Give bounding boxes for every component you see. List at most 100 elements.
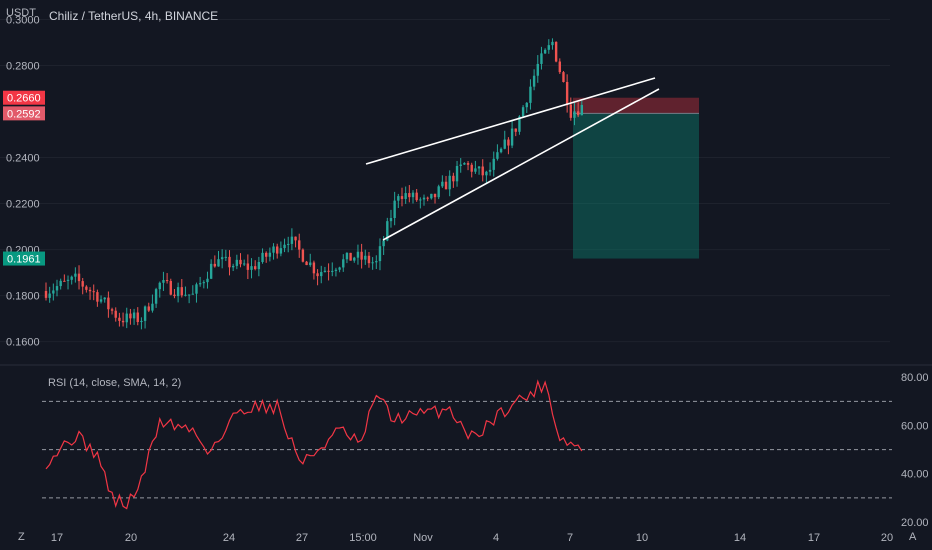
price-badge-label: 0.1961 bbox=[7, 254, 41, 266]
candle-body bbox=[430, 193, 433, 199]
rsi-line bbox=[45, 379, 583, 510]
candle-body bbox=[253, 266, 257, 270]
candle-body bbox=[492, 158, 495, 170]
candle-body bbox=[419, 199, 422, 201]
rsi-tick-label: 40.00 bbox=[901, 469, 929, 481]
candle-body bbox=[507, 139, 510, 146]
time-tick-label: 15:00 bbox=[349, 532, 377, 544]
candles bbox=[44, 38, 584, 330]
candle-body bbox=[558, 61, 561, 73]
candle-body bbox=[173, 294, 176, 297]
wedge-lower-line bbox=[382, 88, 660, 241]
candle-body bbox=[525, 102, 528, 108]
candle-body bbox=[209, 263, 213, 279]
candle-body bbox=[514, 128, 517, 132]
candle-body bbox=[554, 41, 558, 62]
candle-body bbox=[242, 263, 246, 265]
stop-loss-zone bbox=[573, 97, 699, 114]
candle-body bbox=[235, 259, 239, 266]
candle-body bbox=[375, 261, 378, 263]
candle-body bbox=[532, 75, 536, 87]
short-position-tool[interactable] bbox=[573, 97, 699, 259]
candle-body bbox=[349, 252, 352, 261]
candle-body bbox=[239, 259, 242, 265]
price-badges: 0.2660 0.2592 0.1961 bbox=[3, 90, 45, 266]
candle-body bbox=[213, 263, 217, 267]
candle-body bbox=[195, 284, 198, 294]
candle-body bbox=[393, 200, 396, 218]
candle-body bbox=[364, 255, 367, 260]
y-unit-label: USDT bbox=[6, 7, 36, 19]
time-tick-label: 17 bbox=[808, 532, 820, 544]
trendlines[interactable] bbox=[365, 77, 660, 241]
candle-body bbox=[397, 196, 400, 201]
candle-body bbox=[81, 281, 84, 287]
price-tick-label: 0.1800 bbox=[6, 291, 40, 303]
price-tick-label: 0.1600 bbox=[6, 337, 40, 349]
candle-body bbox=[96, 292, 99, 302]
candle-body bbox=[415, 192, 418, 201]
rsi-tick-label: 60.00 bbox=[901, 420, 929, 432]
candle-body bbox=[187, 294, 191, 296]
auto-scale-button[interactable]: A bbox=[909, 531, 917, 543]
time-tick-label: 4 bbox=[493, 532, 499, 544]
candle-body bbox=[158, 282, 161, 290]
price-tick-label: 0.2200 bbox=[6, 199, 40, 211]
candle-body bbox=[217, 259, 220, 267]
candle-body bbox=[74, 273, 77, 277]
time-tick-label: 24 bbox=[223, 532, 235, 544]
time-tick-label: 20 bbox=[881, 532, 893, 544]
candle-body bbox=[408, 193, 411, 198]
time-tick-label: 14 bbox=[734, 532, 746, 544]
price-badge-label: 0.2592 bbox=[7, 108, 41, 120]
rsi-tick-label: 80.00 bbox=[901, 372, 929, 384]
candle-body bbox=[250, 266, 253, 270]
chart-title: Chiliz / TetherUS, 4h, BINANCE bbox=[49, 9, 218, 23]
candle-body bbox=[147, 306, 150, 311]
candle-body bbox=[132, 312, 136, 319]
candle-body bbox=[125, 313, 128, 323]
candle-body bbox=[437, 186, 440, 198]
candle-body bbox=[499, 148, 503, 153]
price-badge bbox=[3, 106, 45, 121]
price-badge bbox=[3, 251, 45, 266]
candle-body bbox=[338, 267, 341, 270]
price-tick-label: 0.2400 bbox=[6, 153, 40, 165]
candle-body bbox=[496, 152, 499, 159]
grid bbox=[0, 19, 890, 343]
candle-body bbox=[301, 249, 305, 262]
candle-body bbox=[382, 240, 385, 247]
candle-body bbox=[477, 166, 481, 169]
candle-body bbox=[294, 236, 297, 241]
candle-body bbox=[110, 309, 114, 311]
candle-body bbox=[231, 265, 235, 268]
candle-body bbox=[573, 111, 576, 118]
candle-body bbox=[88, 289, 92, 292]
candle-body bbox=[371, 262, 374, 264]
candle-body bbox=[547, 45, 550, 50]
candle-body bbox=[136, 312, 139, 323]
candle-body bbox=[265, 252, 268, 257]
candle-body bbox=[334, 269, 338, 271]
time-axis[interactable]: 17 20 24 27 15:00 Nov 4 7 10 14 17 20 bbox=[51, 532, 893, 544]
take-profit-zone bbox=[573, 113, 699, 259]
candle-body bbox=[543, 49, 547, 54]
candle-body bbox=[551, 41, 554, 46]
candle-body bbox=[298, 240, 301, 250]
candle-body bbox=[474, 168, 477, 172]
candle-body bbox=[576, 111, 580, 116]
rsi-axis[interactable]: 80.00 60.00 40.00 20.00 bbox=[901, 372, 929, 529]
price-axis[interactable]: 0.30000.28000.24000.22000.20000.18000.16… bbox=[6, 15, 40, 349]
rsi-title: RSI (14, close, SMA, 14, 2) bbox=[48, 377, 181, 389]
candle-body bbox=[503, 139, 506, 149]
candle-body bbox=[452, 175, 455, 182]
candle-body bbox=[459, 164, 462, 166]
candle-body bbox=[169, 281, 172, 295]
candle-body bbox=[422, 197, 426, 200]
timezone-button[interactable]: Z bbox=[18, 531, 25, 543]
candle-body bbox=[257, 262, 261, 270]
candle-body bbox=[228, 256, 231, 268]
candle-body bbox=[323, 270, 327, 273]
